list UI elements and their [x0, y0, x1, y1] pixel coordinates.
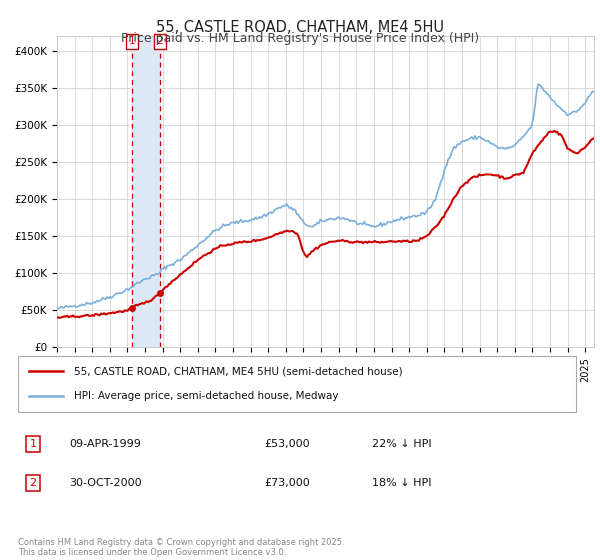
- Text: 22% ↓ HPI: 22% ↓ HPI: [372, 439, 431, 449]
- Text: £73,000: £73,000: [264, 478, 310, 488]
- Text: 09-APR-1999: 09-APR-1999: [69, 439, 141, 449]
- Text: HPI: Average price, semi-detached house, Medway: HPI: Average price, semi-detached house,…: [74, 391, 338, 401]
- Text: 18% ↓ HPI: 18% ↓ HPI: [372, 478, 431, 488]
- Text: 55, CASTLE ROAD, CHATHAM, ME4 5HU (semi-detached house): 55, CASTLE ROAD, CHATHAM, ME4 5HU (semi-…: [74, 366, 403, 376]
- Text: 1: 1: [129, 36, 136, 46]
- Text: £53,000: £53,000: [264, 439, 310, 449]
- Bar: [132, 36, 160, 347]
- Text: 2: 2: [29, 478, 37, 488]
- Text: 30-OCT-2000: 30-OCT-2000: [69, 478, 142, 488]
- Text: Price paid vs. HM Land Registry's House Price Index (HPI): Price paid vs. HM Land Registry's House …: [121, 32, 479, 45]
- Text: 2: 2: [157, 36, 163, 46]
- FancyBboxPatch shape: [18, 356, 576, 412]
- Text: Contains HM Land Registry data © Crown copyright and database right 2025.
This d: Contains HM Land Registry data © Crown c…: [18, 538, 344, 557]
- Text: 1: 1: [29, 439, 37, 449]
- Text: 55, CASTLE ROAD, CHATHAM, ME4 5HU: 55, CASTLE ROAD, CHATHAM, ME4 5HU: [156, 20, 444, 35]
